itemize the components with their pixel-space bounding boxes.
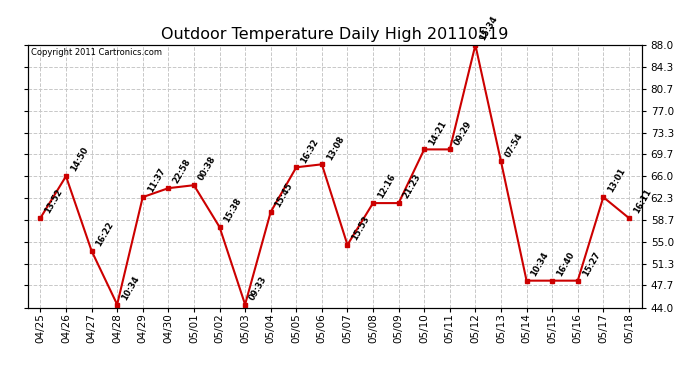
Text: 16:32: 16:32 [299,137,320,165]
Text: 15:38: 15:38 [222,196,244,224]
Text: 09:29: 09:29 [453,119,473,147]
Text: 16:11: 16:11 [631,188,653,215]
Text: 13:01: 13:01 [606,167,627,194]
Text: 14:21: 14:21 [427,119,449,147]
Text: 12:16: 12:16 [376,172,397,200]
Text: 15:27: 15:27 [580,250,602,278]
Text: 10:34: 10:34 [120,274,141,302]
Text: 07:54: 07:54 [504,131,525,159]
Text: 10:34: 10:34 [529,251,551,278]
Text: 16:22: 16:22 [95,220,116,248]
Text: 15:45: 15:45 [273,182,295,209]
Text: 09:33: 09:33 [248,274,269,302]
Text: 11:37: 11:37 [146,167,166,194]
Text: 21:23: 21:23 [402,172,422,200]
Text: 13:52: 13:52 [43,188,64,215]
Title: Outdoor Temperature Daily High 20110519: Outdoor Temperature Daily High 20110519 [161,27,509,42]
Text: 16:40: 16:40 [555,250,576,278]
Text: 15:53: 15:53 [351,214,371,242]
Text: 00:38: 00:38 [197,155,217,182]
Text: 15:34: 15:34 [478,15,500,42]
Text: Copyright 2011 Cartronics.com: Copyright 2011 Cartronics.com [30,48,161,57]
Text: 14:50: 14:50 [69,146,90,174]
Text: 22:58: 22:58 [171,158,193,185]
Text: 13:08: 13:08 [324,134,346,162]
